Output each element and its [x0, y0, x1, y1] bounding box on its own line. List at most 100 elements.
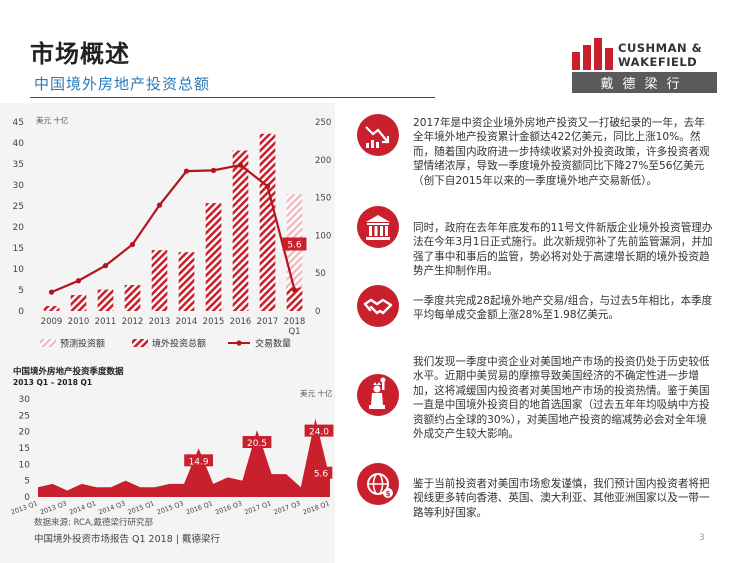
chart2-title: 中国境外房地产投资季度数据: [13, 366, 124, 377]
transaction-count-line: [51, 163, 296, 294]
legend-label: 预测投资额: [60, 338, 105, 350]
paragraph-regulation: 同时，政府在去年年底发布的11号文件新版企业境外投资管理办法在今年3月1日正式施…: [413, 222, 713, 278]
bar-red-hatch: [205, 203, 222, 311]
data-label: 5.6: [287, 240, 302, 250]
bar-red-hatch: [70, 295, 87, 311]
bar-red-hatch: [232, 150, 249, 311]
government-building-icon: [357, 206, 399, 248]
data-label-box: [304, 424, 334, 437]
transaction-count-point: [129, 241, 136, 248]
x-tick-label: 2010: [68, 317, 90, 327]
y-right-tick: 100: [315, 231, 331, 241]
y-tick: 0: [24, 493, 30, 503]
y-left-tick: 5: [18, 286, 24, 296]
y-left-tick: 45: [13, 118, 24, 128]
bar-red-hatch: [151, 250, 168, 311]
legend-swatch: [132, 339, 148, 347]
transaction-count-point: [264, 183, 271, 189]
y-tick: 30: [19, 395, 31, 405]
x-tick-label: 2014 Q3: [97, 499, 126, 516]
x-tick-label: 2014: [176, 317, 198, 327]
legend-label: 境外投资总额: [152, 338, 206, 350]
cushman-logo-mark-icon: [572, 38, 613, 70]
x-tick-label: 2014 Q1: [68, 499, 97, 516]
y-tick: 5: [24, 477, 30, 487]
bar-red-hatch: [43, 305, 60, 311]
bar-red-hatch: [178, 252, 195, 311]
y-tick: 20: [19, 428, 31, 438]
x-tick-label: 2009: [41, 317, 63, 327]
paragraph-usa-investment: 我们发现一季度中资企业对美国地产市场的投资仍处于历史较低水平。近期中美贸易的摩擦…: [413, 356, 710, 441]
legend-swatch-point: [236, 340, 242, 346]
transaction-count-point: [237, 162, 244, 168]
y-tick: 10: [19, 460, 31, 470]
x-tick-label: 2013: [149, 317, 171, 327]
declining-chart-icon: [357, 114, 399, 156]
statue-of-liberty-icon: [357, 374, 399, 416]
data-label: 14.9: [189, 457, 209, 467]
transaction-count-point: [291, 287, 298, 293]
data-label: 5.6: [314, 470, 329, 480]
transaction-count-point: [48, 289, 55, 295]
chart1-unit-label: 美元 十亿: [36, 115, 69, 125]
y-left-tick: 0: [18, 307, 24, 317]
report-footer: 中国境外投资市场报告 Q1 2018 | 戴德梁行: [34, 534, 220, 545]
bar-red-hatch: [124, 284, 141, 311]
x-tick-label: 2011: [95, 317, 117, 327]
logo-cn-box: [572, 72, 717, 93]
x-tick-label: 2015 Q1: [127, 499, 156, 516]
y-tick: 15: [19, 444, 30, 454]
x-tick-label: 2015 Q3: [156, 499, 185, 516]
globe-money-icon: $: [357, 463, 399, 505]
transaction-count-point: [156, 202, 163, 208]
title-divider: [30, 97, 435, 98]
page-title: 市场概述: [30, 40, 130, 68]
legend-label: 交易数量: [255, 338, 291, 350]
x-tick-label: 2018 Q1: [302, 499, 331, 516]
y-tick: 25: [19, 411, 30, 421]
data-label-box: [242, 436, 272, 449]
x-tick-label: 2016 Q1: [185, 499, 214, 516]
y-left-tick: 35: [13, 160, 24, 170]
bar-light-hatch: [286, 194, 303, 311]
logo-chinese-name: 戴德梁行: [600, 77, 689, 92]
x-tick-label: 2013 Q3: [39, 499, 68, 516]
chart2-subtitle: 2013 Q1 – 2018 Q1: [13, 378, 92, 387]
data-source: 数据来源: RCA,戴德梁行研究部: [34, 518, 154, 528]
x-tick-label: 2017: [257, 317, 279, 327]
bar-red-hatch: [97, 289, 114, 311]
x-tick-label: 2016 Q3: [214, 499, 243, 516]
paragraph-investment-record: 2017年是中资企业境外房地产投资又一打破纪录的一年，去年全年境外地产投资累计金…: [413, 117, 710, 187]
transaction-count-point: [75, 278, 82, 284]
x-tick-label: 2018: [284, 317, 306, 327]
x-tick-label: 2017 Q1: [243, 499, 272, 516]
x-tick-label: 2017 Q3: [273, 499, 302, 516]
logo-line2: WAKEFIELD: [618, 55, 698, 69]
x-tick-label: 2012: [122, 317, 144, 327]
svg-text:$: $: [386, 490, 391, 498]
bar-red-hatch: [286, 287, 303, 311]
y-left-tick: 15: [13, 244, 24, 254]
transaction-count-point: [183, 168, 190, 174]
y-right-tick: 200: [315, 156, 331, 166]
paragraph-outlook: 鉴于当前投资者对美国市场愈发谨慎，我们预计国内投资者将把视线更多转向香港、英国、…: [413, 478, 710, 519]
bar-red-hatch: [259, 133, 276, 311]
data-label-box: [309, 466, 333, 479]
y-left-tick: 30: [13, 181, 25, 191]
quarterly-area: [38, 418, 330, 497]
y-right-tick: 250: [315, 118, 331, 128]
data-label-box: [282, 237, 307, 251]
quarterly-investment-chart: 中国境外房地产投资季度数据 2013 Q1 – 2018 Q1 美元 十亿 30…: [10, 366, 334, 516]
logo-line1: CUSHMAN &: [618, 41, 703, 55]
page-subtitle: 中国境外房地产投资总额: [34, 75, 211, 93]
y-right-tick: 0: [315, 307, 320, 317]
x-tick-label: 2016: [230, 317, 252, 327]
page-number: 3: [699, 533, 705, 543]
transaction-count-point: [210, 167, 217, 173]
paragraph-transactions: 一季度共完成28起境外地产交易/组合，与过去5年相比，本季度平均每单成交金额上涨…: [413, 295, 713, 322]
data-label-box: [184, 454, 213, 467]
handshake-icon: [357, 285, 399, 327]
y-left-tick: 20: [13, 223, 25, 233]
y-right-tick: 50: [315, 269, 326, 279]
